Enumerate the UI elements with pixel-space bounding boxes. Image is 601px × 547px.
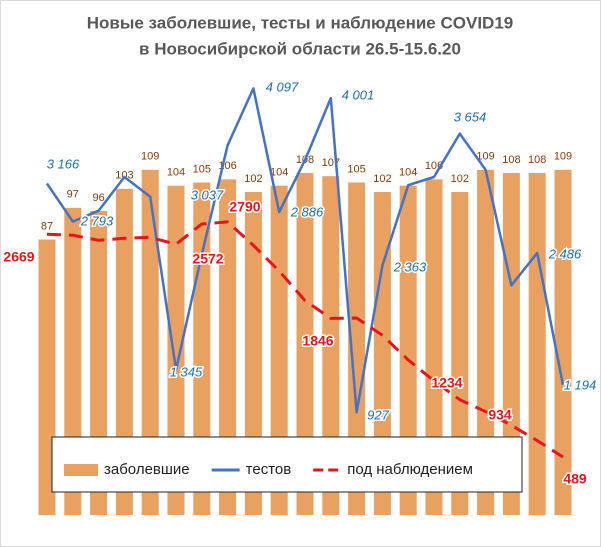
bar-value-label: 102 <box>451 173 469 185</box>
bar <box>451 192 469 515</box>
line-value-label: 927 <box>367 407 389 422</box>
legend-box <box>51 436 523 493</box>
bar-value-label: 102 <box>373 173 391 185</box>
observation-line <box>46 220 564 459</box>
bar <box>425 179 443 516</box>
line-value-label: 1234 <box>431 375 462 391</box>
bar-value-label: 104 <box>270 167 288 179</box>
bar-value-label: 105 <box>193 163 211 175</box>
bar <box>528 173 546 515</box>
bar <box>115 188 133 516</box>
bar <box>554 169 572 516</box>
line-value-label: 934 <box>488 407 512 423</box>
bar-value-label: 109 <box>476 151 494 163</box>
line-value-label: 3 654 <box>454 109 487 124</box>
bar-value-label: 103 <box>115 170 133 182</box>
bar <box>296 173 314 515</box>
line-value-label: 1 194 <box>564 377 597 392</box>
bar <box>167 185 185 515</box>
line-value-label: 1 345 <box>170 364 203 379</box>
bar <box>219 179 237 516</box>
bar-value-label: 104 <box>167 167 185 179</box>
bar-value-label: 109 <box>141 151 159 163</box>
line-value-label: 4 001 <box>342 87 375 102</box>
line-value-label: 3 166 <box>47 156 80 171</box>
bar <box>348 182 366 515</box>
bar-value-label: 96 <box>92 192 104 204</box>
line-value-label: 2 363 <box>393 259 427 274</box>
legend-label: тестов <box>246 461 292 478</box>
line-value-label: 2 793 <box>80 213 114 228</box>
bar <box>38 239 56 515</box>
bar-value-label: 109 <box>554 151 572 163</box>
legend-swatch <box>64 464 98 476</box>
bar-value-label: 108 <box>502 154 520 166</box>
line-value-label: 2669 <box>3 249 34 265</box>
line-value-label: 1846 <box>302 333 333 349</box>
bar <box>141 169 159 516</box>
line-value-label: 3 037 <box>191 187 224 202</box>
line-value-label: 2 886 <box>290 204 324 219</box>
line-value-label: 2 486 <box>548 246 582 261</box>
bar-value-label: 87 <box>41 220 53 232</box>
bar <box>477 169 495 516</box>
bar <box>244 192 262 515</box>
bar <box>193 182 211 515</box>
legend-label: под наблюдением <box>347 461 473 478</box>
bar-value-label: 104 <box>399 167 417 179</box>
tests-line <box>45 87 565 414</box>
chart-title: Новые заболевшие, тесты и наблюдение COV… <box>87 13 514 32</box>
line-value-label: 489 <box>563 471 587 487</box>
bar <box>373 192 391 515</box>
chart-title: в Новосибирской области 26.5-15.6.20 <box>139 39 461 58</box>
bar-value-label: 108 <box>528 154 546 166</box>
legend-label: заболевшие <box>104 461 190 478</box>
line-value-label: 4 097 <box>266 79 299 94</box>
bar-value-label: 97 <box>67 189 79 201</box>
bar <box>322 176 340 515</box>
bar-value-label: 105 <box>347 163 365 175</box>
bar-value-label: 102 <box>244 173 262 185</box>
bar <box>399 185 417 515</box>
line-value-label: 2790 <box>229 199 260 215</box>
line-value-label: 2572 <box>192 251 223 267</box>
